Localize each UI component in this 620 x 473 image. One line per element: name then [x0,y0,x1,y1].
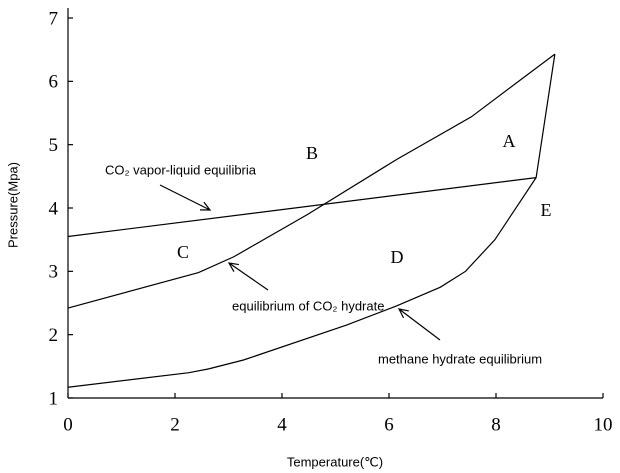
x-tick-label: 2 [170,414,180,435]
x-axis-label: Temperature(℃) [287,454,383,469]
curve-label: methane hydrate equilibrium [378,351,542,366]
region-label: C [177,242,189,262]
y-tick-label: 1 [49,388,59,409]
curve [67,54,556,388]
curve-label: equilibrium of CO₂ hydrate [232,298,384,313]
x-tick-label: 10 [594,414,613,435]
y-axis-label: Pressure(Mpa) [5,162,20,248]
region-label: B [306,143,318,163]
arrow [159,184,212,211]
curve [67,177,537,238]
region-label: D [391,247,404,267]
y-tick-label: 4 [49,198,59,219]
x-tick-label: 4 [277,414,287,435]
x-tick-label: 6 [384,414,394,435]
y-tick-label: 7 [49,8,59,29]
region-label: A [503,131,516,151]
arrow [397,308,441,341]
curve-label: CO₂ vapor-liquid equilibria [105,162,257,177]
y-tick-label: 2 [49,325,59,346]
x-tick-label: 0 [63,414,73,435]
arrow [227,262,269,291]
x-tick-label: 8 [491,414,501,435]
y-tick-label: 6 [49,72,59,93]
curve [67,53,556,309]
y-tick-label: 3 [49,262,59,283]
region-label: E [541,200,552,220]
y-tick-label: 5 [49,135,59,156]
